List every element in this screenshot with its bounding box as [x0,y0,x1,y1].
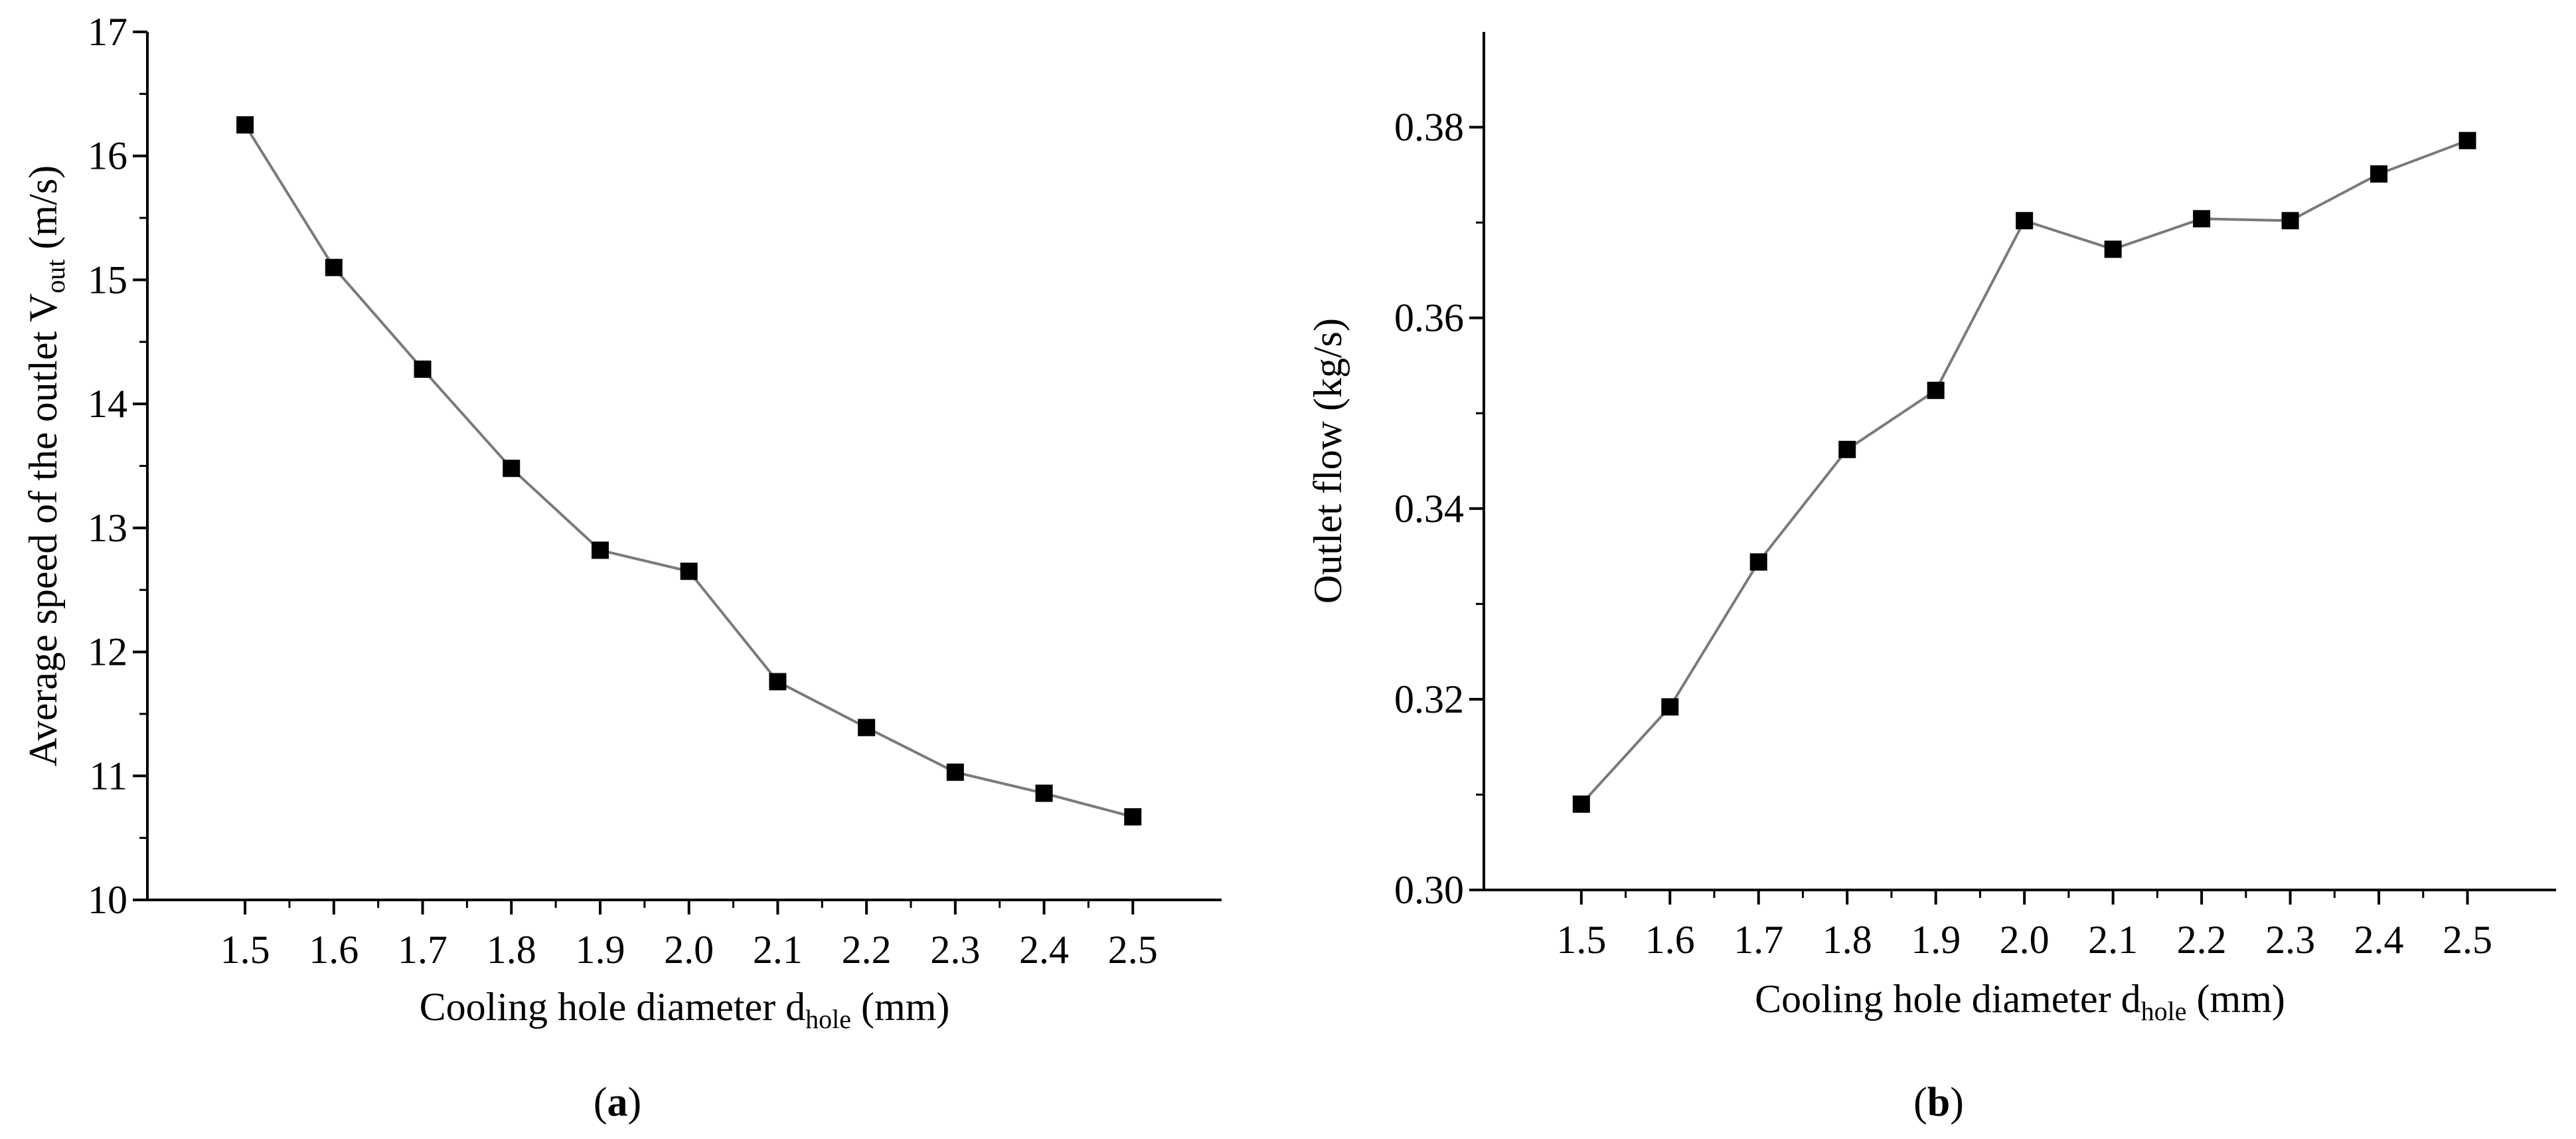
y-tick-label: 0.38 [1394,106,1464,149]
y-tick-label: 17 [88,10,127,54]
x-tick-label: 2.1 [753,928,803,972]
data-point [591,541,609,559]
data-point [680,563,698,580]
x-axis-label: Cooling hole diameter dhole (mm) [1755,977,2285,1026]
x-tick-label: 1.7 [398,928,447,972]
x-tick-label: 1.5 [220,928,270,972]
data-point [325,258,343,276]
panel-label: (b) [1913,1080,1964,1125]
series-line [1580,139,2468,806]
x-tick-label: 1.8 [487,928,536,972]
data-point [2193,210,2211,228]
data-point [1838,440,1856,458]
data-point [1927,381,1945,399]
chart-a: 10 11 12 13 14 15 16 17 1.5 1.6 1.7 1.8 1.9 2.0 2.1 2.2… [21,10,1222,1125]
x-axis-label: Cooling hole diameter dhole (mm) [420,985,950,1034]
data-point [2458,131,2476,149]
x-tick-label: 2.1 [2088,918,2138,962]
data-point [946,763,964,781]
y-tick-label: 10 [88,878,127,922]
y-tick-label: 16 [88,134,127,178]
x-tick-label: 1.5 [1556,918,1606,962]
y-tick-label: 0.36 [1394,296,1464,340]
y-axis-label: Outlet flow (kg/s) [1306,318,1350,604]
data-point [1749,553,1767,571]
y-tick-label: 15 [88,258,127,302]
data-point [503,460,521,478]
x-tick-label: 2.4 [2354,918,2404,962]
x-tick-label: 1.8 [1822,918,1872,962]
x-tick-label: 2.3 [2265,918,2315,962]
data-point [1661,698,1679,716]
x-tick-label: 2.2 [2177,918,2227,962]
x-tick-label: 2.0 [2000,918,2050,962]
data-point [2016,212,2034,230]
x-tick-label: 2.2 [842,928,892,972]
data-point [2104,240,2122,258]
data-point [858,719,876,737]
y-axis-label: Average speed of the outlet Vout (m/s) [21,165,70,766]
y-tick-label: 0.34 [1394,487,1464,531]
data-point [1124,808,1142,826]
chart-b: 0.30 0.32 0.34 0.36 0.38 1.5 1.6 1.7 1.8 1.9 2.0 2.… [1306,32,2556,1125]
data-point [1035,784,1053,802]
y-tick-label: 0.32 [1394,677,1464,721]
x-tick-label: 1.9 [575,928,625,972]
y-tick-label: 14 [88,382,127,426]
y-tick-label: 13 [88,506,127,550]
data-point [414,360,432,378]
y-tick-label: 11 [89,754,127,798]
series-line [244,124,1133,818]
y-tick-label: 0.30 [1394,868,1464,912]
data-point [2281,212,2299,230]
x-tick-label: 1.7 [1733,918,1783,962]
panel-label: (a) [594,1080,641,1125]
data-point [2370,165,2388,183]
x-tick-label: 2.4 [1019,928,1069,972]
x-tick-label: 1.9 [1911,918,1961,962]
x-tick-label: 2.3 [930,928,980,972]
x-tick-label: 1.6 [1645,918,1695,962]
x-tick-label: 2.0 [664,928,714,972]
x-tick-label: 1.6 [309,928,359,972]
y-tick-label: 12 [88,630,127,674]
data-point [236,116,254,134]
data-point [769,673,787,691]
data-point [1572,795,1590,813]
x-tick-label: 2.5 [2443,918,2492,962]
x-tick-label: 2.5 [1108,928,1158,972]
